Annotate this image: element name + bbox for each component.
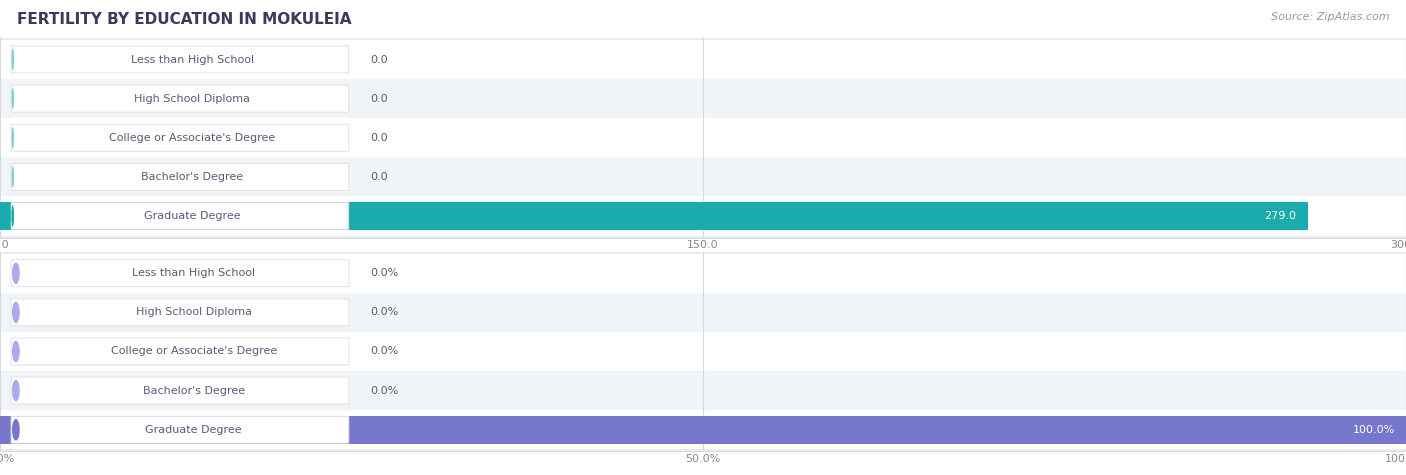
Circle shape [11, 205, 14, 227]
Circle shape [13, 341, 20, 362]
Text: 0.0%: 0.0% [370, 268, 398, 278]
Text: Graduate Degree: Graduate Degree [143, 211, 240, 221]
Bar [0, 371, 1406, 410]
Circle shape [13, 380, 20, 401]
FancyBboxPatch shape [11, 85, 349, 112]
Bar [0, 254, 1406, 293]
Bar [0, 118, 1406, 157]
Text: 0.0: 0.0 [370, 133, 388, 143]
Bar [0, 410, 1406, 449]
Bar [0, 157, 1406, 197]
FancyBboxPatch shape [11, 299, 349, 326]
Text: Source: ZipAtlas.com: Source: ZipAtlas.com [1271, 12, 1389, 22]
Text: Less than High School: Less than High School [131, 55, 253, 65]
Text: 0.0: 0.0 [370, 172, 388, 182]
Text: Less than High School: Less than High School [132, 268, 256, 278]
Circle shape [11, 48, 14, 70]
Text: 0.0%: 0.0% [370, 346, 398, 357]
Text: 279.0: 279.0 [1264, 211, 1296, 221]
Circle shape [13, 419, 20, 441]
FancyBboxPatch shape [11, 163, 349, 190]
Bar [0, 293, 1406, 332]
Text: FERTILITY BY EDUCATION IN MOKULEIA: FERTILITY BY EDUCATION IN MOKULEIA [17, 12, 352, 27]
Bar [0, 202, 1308, 230]
FancyBboxPatch shape [11, 202, 349, 229]
Text: Graduate Degree: Graduate Degree [145, 425, 242, 435]
Text: 0.0%: 0.0% [370, 386, 398, 396]
Bar [0, 197, 1406, 236]
Circle shape [11, 166, 14, 188]
Text: Bachelor's Degree: Bachelor's Degree [142, 386, 245, 396]
Circle shape [11, 127, 14, 149]
Text: College or Associate's Degree: College or Associate's Degree [111, 346, 277, 357]
Bar [0, 40, 1406, 79]
FancyBboxPatch shape [11, 124, 349, 151]
Bar [0, 416, 1406, 444]
Text: High School Diploma: High School Diploma [136, 307, 252, 317]
FancyBboxPatch shape [11, 377, 349, 404]
Text: 0.0: 0.0 [370, 94, 388, 104]
FancyBboxPatch shape [11, 416, 349, 443]
FancyBboxPatch shape [11, 260, 349, 287]
Text: College or Associate's Degree: College or Associate's Degree [108, 133, 276, 143]
Bar [0, 332, 1406, 371]
Text: High School Diploma: High School Diploma [134, 94, 250, 104]
Text: 0.0: 0.0 [370, 55, 388, 65]
Text: Bachelor's Degree: Bachelor's Degree [141, 172, 243, 182]
Text: 0.0%: 0.0% [370, 307, 398, 317]
Circle shape [11, 88, 14, 109]
FancyBboxPatch shape [11, 46, 349, 73]
Circle shape [13, 302, 20, 323]
Circle shape [13, 262, 20, 284]
Bar [0, 79, 1406, 118]
Text: 100.0%: 100.0% [1353, 425, 1395, 435]
FancyBboxPatch shape [11, 338, 349, 365]
